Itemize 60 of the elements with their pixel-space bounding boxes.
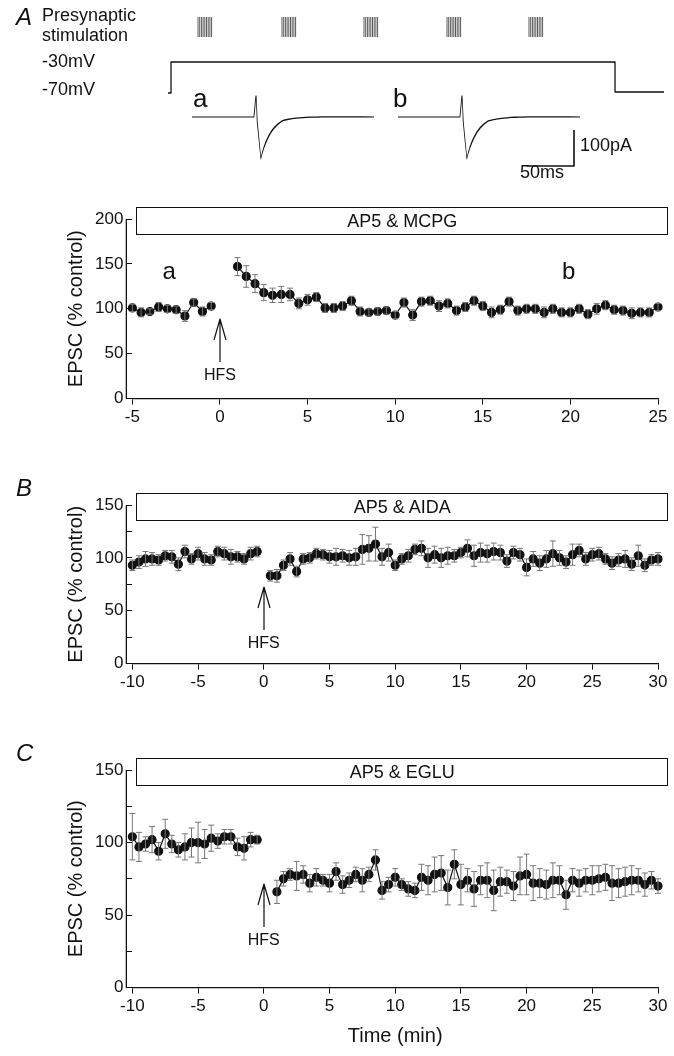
- y-tick-label: 100: [94, 298, 124, 318]
- y-tick-label: 150: [94, 494, 124, 514]
- annotation: b: [561, 256, 576, 285]
- x-tick-label: -10: [120, 996, 145, 1016]
- x-tick-label: 0: [259, 672, 269, 692]
- x-tick-label: 25: [582, 672, 602, 692]
- text: a: [193, 83, 208, 113]
- x-tick-label: -5: [190, 996, 206, 1016]
- x-tick-label: -5: [190, 672, 206, 692]
- y-tick-label: 0: [113, 388, 124, 408]
- labelled-box: AP5 & EGLU: [136, 758, 668, 786]
- x-tick-label: 10: [385, 996, 405, 1016]
- x-tick-label: 25: [582, 996, 602, 1016]
- x-tick-label: 15: [451, 996, 471, 1016]
- x-tick-label: 25: [648, 407, 668, 427]
- y-tick-label: 150: [94, 759, 124, 779]
- y-axis-title: EPSC (% control): [63, 800, 86, 958]
- x-axis-title: Time (min): [347, 1023, 443, 1046]
- x-tick-label: 10: [385, 672, 405, 692]
- x-tick-label: -10: [120, 672, 145, 692]
- text: -70mV: [42, 79, 96, 100]
- x-tick-label: 30: [648, 996, 668, 1016]
- x-tick-label: -5: [124, 407, 140, 427]
- x-tick-label: 30: [648, 672, 668, 692]
- x-tick-label: 20: [517, 672, 537, 692]
- y-tick-label: 50: [104, 343, 124, 363]
- y-tick-label: 100: [94, 832, 124, 852]
- x-tick-label: 0: [259, 996, 269, 1016]
- labelled-box: AP5 & AIDA: [136, 493, 668, 521]
- x-tick-label: 10: [385, 407, 405, 427]
- x-tick-label: 5: [324, 672, 335, 692]
- chart-title: B: [16, 474, 33, 502]
- y-tick-label: 50: [104, 904, 124, 924]
- text: b: [393, 83, 408, 113]
- text: -30mV: [42, 51, 96, 72]
- y-tick-label: 200: [94, 208, 124, 228]
- y-tick-label: 100: [94, 547, 124, 567]
- y-tick-label: 50: [104, 600, 124, 620]
- annotation: a: [162, 256, 176, 285]
- x-tick-label: 20: [560, 407, 580, 427]
- text: 50ms: [520, 162, 565, 183]
- y-axis-title: EPSC (% control): [63, 505, 86, 663]
- y-axis-title: EPSC (% control): [63, 230, 86, 388]
- x-tick-label: 5: [324, 996, 335, 1016]
- labelled-box: AP5 & MCPG: [136, 207, 668, 235]
- x-tick-label: 15: [473, 407, 493, 427]
- annotation: HFS: [247, 633, 280, 652]
- text: A: [16, 3, 33, 31]
- text: 100pA: [580, 135, 633, 156]
- x-tick-label: 0: [215, 407, 225, 427]
- text: Presynaptic stimulation: [42, 5, 138, 46]
- annotation: HFS: [247, 931, 280, 949]
- y-tick-label: 0: [113, 653, 124, 673]
- x-tick-label: 20: [517, 996, 537, 1016]
- x-tick-label: 15: [451, 672, 471, 692]
- y-tick-label: 150: [94, 253, 124, 273]
- y-tick-label: 0: [113, 977, 124, 997]
- x-tick-label: 5: [302, 407, 313, 427]
- chart-title: C: [16, 739, 34, 767]
- annotation: HFS: [203, 365, 236, 384]
